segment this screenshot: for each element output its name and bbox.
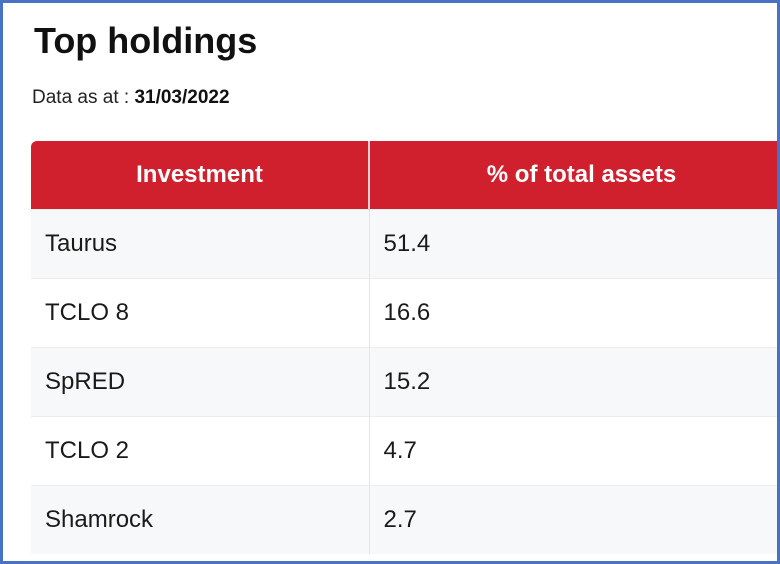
holding-name: SpRED: [31, 347, 370, 417]
table-header-row: Investment % of total assets: [31, 141, 777, 210]
table-row: TCLO 8 16.6: [31, 278, 777, 348]
data-as-at-date: 31/03/2022: [134, 87, 230, 108]
table-row: Shamrock 2.7: [31, 485, 777, 554]
data-as-at-line: Data as at : 31/03/2022: [32, 86, 230, 110]
data-as-at-label: Data as at :: [32, 87, 130, 108]
table-row: TCLO 2 4.7: [31, 416, 777, 486]
column-header-pct-total-assets: % of total assets: [369, 141, 777, 210]
holding-pct: 4.7: [369, 416, 777, 486]
table-row: Taurus 51.4: [31, 209, 777, 279]
column-header-investment: Investment: [31, 141, 370, 210]
holding-name: TCLO 8: [31, 278, 370, 348]
table-row: SpRED 15.2: [31, 347, 777, 417]
holding-pct: 2.7: [369, 485, 777, 554]
holding-pct: 15.2: [369, 347, 777, 417]
holding-name: Taurus: [31, 209, 370, 279]
holding-name: TCLO 2: [31, 416, 370, 486]
page-title: Top holdings: [34, 20, 258, 61]
holding-pct: 16.6: [369, 278, 777, 348]
top-holdings-table: Investment % of total assets Taurus 51.4…: [31, 141, 777, 554]
holding-name: Shamrock: [31, 485, 370, 554]
holding-pct: 51.4: [369, 209, 777, 279]
